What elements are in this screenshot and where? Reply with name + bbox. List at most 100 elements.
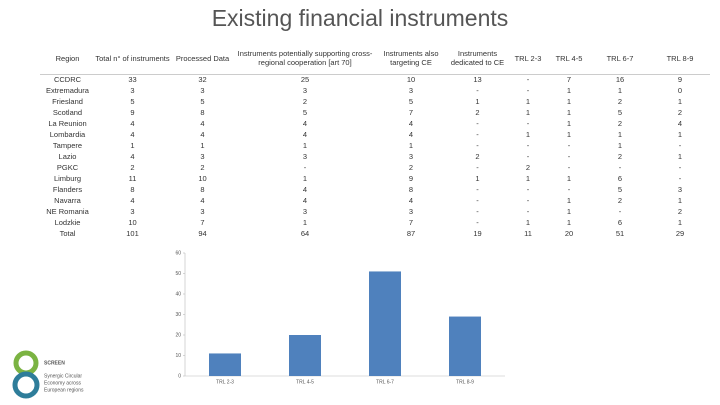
table-cell: 1	[408, 141, 414, 151]
column-header: TRL 4-5	[548, 42, 590, 75]
table-cell: 1	[302, 174, 308, 184]
table-cell: 4	[408, 130, 414, 140]
table-cell: 1	[617, 86, 623, 96]
table-cell: 1	[566, 218, 572, 228]
table-cell: Lodzkie	[54, 218, 81, 228]
table-cell: 4	[302, 196, 308, 206]
table-cell: -	[476, 130, 479, 140]
table-cell: 8	[200, 185, 205, 195]
table-cell: -	[476, 86, 479, 96]
table-row: Tampere 1 1 1 1 - - - 1 -	[40, 141, 710, 152]
logo: SCREEN Synergic Circular Economy across …	[12, 350, 84, 399]
table-cell: Total	[59, 229, 76, 239]
table-cell: 3	[408, 207, 414, 217]
y-tick-label: 60	[175, 250, 181, 256]
table-cell: 3	[677, 185, 683, 195]
table-cell: 4	[408, 196, 414, 206]
table-row: Limburg 11 10 1 9 1 1 1 6-	[40, 174, 710, 185]
table-cell: 6	[617, 218, 623, 228]
table-cell: 1	[677, 130, 683, 140]
table-cell: CCDRC	[53, 75, 82, 85]
table-cell: 1	[525, 218, 531, 228]
table-cell: 11	[128, 174, 137, 184]
table-cell: Lombardia	[49, 130, 86, 140]
table-row: Navarra 4 4 4 4 - - 1 2 1	[40, 196, 710, 207]
table-cell: -	[567, 185, 571, 195]
table-cell: Extremadura	[46, 86, 89, 96]
table-cell: 2	[302, 97, 308, 107]
table-cell: PGKC	[56, 163, 79, 173]
table-cell: 25	[300, 75, 310, 85]
table-cell: 4	[130, 196, 135, 206]
table-cell: 2	[200, 163, 205, 173]
bar	[289, 335, 321, 376]
table-cell: 101	[126, 229, 139, 239]
column-header: Processed Data	[170, 42, 235, 75]
logo-name: SCREEN	[44, 360, 65, 366]
table-cell: 1	[566, 108, 572, 118]
bar	[369, 271, 401, 376]
y-tick-label: 20	[175, 332, 181, 338]
table-cell: 4	[302, 185, 308, 195]
table-cell: 1	[617, 130, 623, 140]
table-cell: -	[526, 119, 530, 129]
table-cell: 10	[406, 75, 416, 85]
table-cell: 1	[525, 108, 531, 118]
table-cell: 1	[566, 174, 572, 184]
table-row: Lazio 4 3 3 3 2 - - 2 1	[40, 152, 710, 163]
table-cell: 1	[525, 97, 531, 107]
table-cell: 1	[617, 141, 623, 151]
table-cell: 7	[408, 108, 414, 118]
column-header: TRL 8-9	[650, 42, 710, 75]
table-cell: 3	[302, 86, 308, 96]
table-cell: 9	[408, 174, 414, 184]
y-tick-label: 0	[178, 373, 181, 379]
table-row: Friesland 5 5 2 5 1 1 1 2 1	[40, 97, 710, 108]
table-cell: 1	[302, 141, 308, 151]
table-cell: 2	[617, 119, 623, 129]
table-cell: 29	[675, 229, 685, 239]
table-cell: 1	[566, 119, 572, 129]
table-cell: 4	[408, 119, 414, 129]
table-cell: -	[567, 152, 571, 162]
table-cell: 3	[408, 152, 414, 162]
table-cell: 1	[200, 141, 205, 151]
table-cell: 2	[475, 152, 480, 162]
table-cell: 10	[198, 174, 207, 184]
data-table: Region Total n° of instruments Processed D…	[40, 42, 710, 240]
table-cell: 1	[566, 97, 572, 107]
table-cell: -	[476, 185, 479, 195]
table-cell: 2	[677, 207, 683, 217]
table-cell: 3	[200, 86, 205, 96]
table-cell: 2	[617, 97, 623, 107]
table-cell: -	[567, 163, 571, 173]
column-header: Total n° of instruments	[95, 42, 170, 75]
table-cell: -	[476, 163, 479, 173]
table-cell: 1	[525, 174, 531, 184]
table-cell: Lazio	[58, 152, 77, 162]
table-cell: 3	[302, 152, 308, 162]
table-cell: 2	[130, 163, 135, 173]
table-cell: -	[526, 207, 530, 217]
table-cell: 1	[677, 196, 683, 206]
bar	[209, 353, 241, 376]
y-tick-label: 30	[175, 312, 181, 318]
table-row: La Reunion 4 4 4 4 - - 1 2 4	[40, 119, 710, 130]
table-cell: 2	[475, 108, 480, 118]
x-tick-label: TRL 4-5	[296, 379, 314, 385]
table-cell: 1	[302, 218, 308, 228]
table-cell: -	[526, 185, 530, 195]
table-cell: 1	[566, 196, 572, 206]
column-header: TRL 2-3	[508, 42, 548, 75]
table-cell: 11	[524, 229, 532, 239]
table-cell: 8	[130, 185, 135, 195]
y-tick-label: 40	[175, 291, 181, 297]
table-row: Scotland 9 8 5 7 2 1 1 5 2	[40, 108, 710, 119]
table-cell: Scotland	[52, 108, 83, 118]
table-cell: 94	[198, 229, 207, 239]
table-cell: -	[618, 207, 622, 217]
table-cell: 3	[200, 207, 205, 217]
x-tick-label: TRL 2-3	[216, 379, 234, 385]
table-cell: 7	[566, 75, 572, 85]
